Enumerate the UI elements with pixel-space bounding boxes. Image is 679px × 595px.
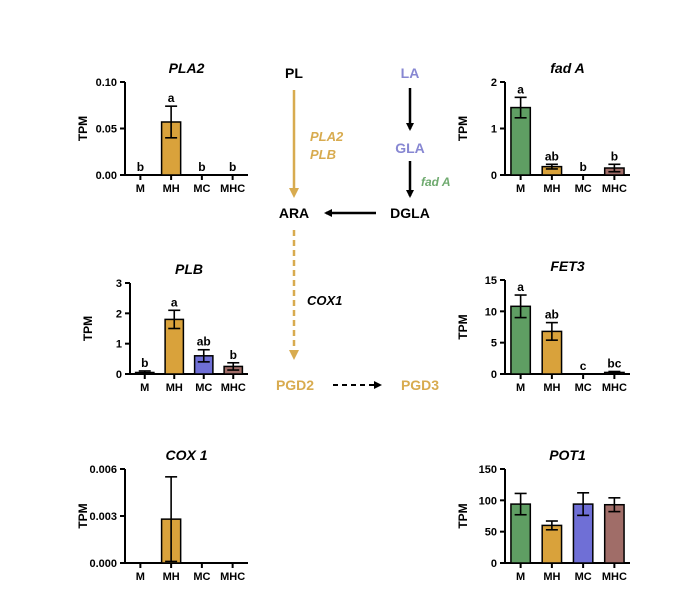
y-tick-label: 10 [485,306,497,318]
enzyme-plb-label: PLB [310,147,336,162]
x-tick-label: MHC [602,571,627,583]
x-tick-label: MH [166,382,183,394]
chart-fada: fad A TPM 0 1 2 Ma MH ab MC b MHC b [456,60,630,195]
node-pl: PL [285,65,303,81]
x-tick-label: MHC [602,183,627,195]
x-tick-label: MHC [221,382,246,394]
x-tick-label: MC [575,183,592,195]
x-tick-label: MHC [220,183,245,195]
x-tick-label: MH [543,382,560,394]
chart-title: POT1 [549,447,586,463]
chart-title: PLB [175,261,203,277]
x-tick-label: M [140,382,149,394]
y-tick-label: 0 [491,170,497,182]
significance-letter: bc [607,356,621,370]
significance-letter: a [517,280,524,294]
y-tick-label: 2 [491,77,497,89]
significance-letter: b [141,356,148,370]
significance-letter: a [171,295,178,309]
y-tick-label: 15 [485,275,497,287]
y-tick-label: 0.006 [89,464,117,476]
y-axis-label: TPM [456,503,470,528]
x-tick-label: MH [543,183,560,195]
chart-pot1: POT1 TPM 0 50 100 150 M MH MC MHC [456,447,630,583]
y-tick-label: 2 [116,308,122,320]
y-axis-label: TPM [76,503,90,528]
y-tick-label: 0 [116,369,122,381]
x-tick-label: MC [575,571,592,583]
x-tick-label: MC [195,382,212,394]
significance-letter: b [229,160,236,174]
y-tick-label: 1 [491,124,497,136]
y-axis-label: TPM [81,316,95,341]
node-pgd2: PGD2 [276,377,314,393]
enzyme-pla2-label: PLA2 [310,129,344,144]
bar-mh [541,524,563,564]
x-tick-label: M [516,382,525,394]
y-tick-label: 5 [491,338,497,350]
significance-letter: b [137,160,144,174]
x-tick-label: MHC [220,571,245,583]
chart-title: PLA2 [169,60,205,76]
x-tick-label: M [516,183,525,195]
y-tick-label: 0.003 [89,511,117,523]
node-la: LA [401,65,420,81]
bar-mhc [603,503,625,564]
chart-cox1: COX 1 TPM 0.000 0.003 0.006 M MH MC MHC [76,447,248,583]
y-tick-label: 150 [479,464,497,476]
y-tick-label: 100 [479,495,497,507]
x-tick-label: M [516,571,525,583]
x-tick-label: MHC [602,382,627,394]
y-tick-label: 50 [485,527,497,539]
node-ara: ARA [279,205,309,221]
x-tick-label: MH [163,183,180,195]
y-tick-label: 1 [116,339,122,351]
significance-letter: b [611,149,618,163]
significance-letter: b [198,160,205,174]
y-tick-label: 0.05 [96,124,117,136]
node-gla: GLA [395,140,425,156]
significance-letter: a [168,91,175,105]
significance-letter: ab [545,308,559,322]
x-tick-label: MH [543,571,560,583]
significance-letter: a [517,82,524,96]
significance-letter: b [230,348,237,362]
significance-letter: ab [197,335,211,349]
y-axis-label: TPM [76,116,90,141]
chart-title: FET3 [550,258,584,274]
significance-letter: b [579,160,586,174]
node-pgd3: PGD3 [401,377,439,393]
enzyme-cox1-label: COX1 [307,293,342,308]
chart-fet3: FET3 TPM 0 5 10 15 Ma MH ab MC c MHC bc [456,258,630,394]
x-tick-label: MC [575,382,592,394]
chart-plb: PLB TPM 0 1 2 3 Mb MH a MC ab MHC b [81,261,248,394]
chart-title: COX 1 [165,447,207,463]
y-tick-label: 0.00 [96,170,117,182]
pathway-diagram: PL LA GLA ARA DGLA PGD2 PGD3 PLA2 PLB fa… [276,65,451,393]
y-tick-label: 0.10 [96,77,117,89]
x-tick-label: MC [193,571,210,583]
y-tick-label: 3 [116,278,122,290]
y-tick-label: 0 [491,558,497,570]
x-tick-label: MH [163,571,180,583]
y-axis-label: TPM [456,116,470,141]
node-dgla: DGLA [390,205,430,221]
x-tick-label: M [136,571,145,583]
x-tick-label: MC [193,183,210,195]
x-tick-label: M [136,183,145,195]
y-tick-label: 0 [491,369,497,381]
significance-letter: c [580,359,587,373]
significance-letter: ab [545,149,559,163]
y-tick-label: 0.000 [89,558,117,570]
chart-pla2: PLA2 TPM 0.00 0.05 0.10 Mb MH a MC b MHC b [76,60,248,195]
y-axis-label: TPM [456,314,470,339]
chart-title: fad A [550,60,584,76]
enzyme-fada-label: fad A [421,175,451,189]
